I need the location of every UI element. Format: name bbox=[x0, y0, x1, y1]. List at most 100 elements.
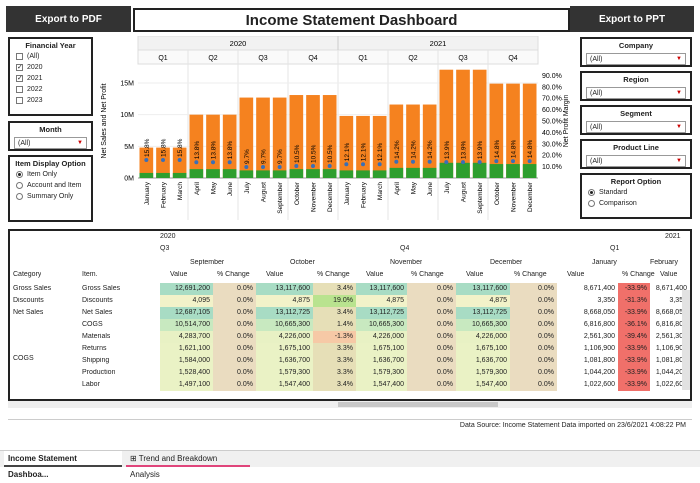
row-category: Gross Sales bbox=[13, 285, 52, 292]
segment-title: Segment bbox=[620, 109, 652, 118]
export-ppt-button[interactable]: Export to PPT bbox=[570, 6, 694, 32]
net-sales-bar bbox=[339, 115, 354, 178]
fy-option[interactable]: (All) bbox=[16, 51, 91, 61]
sheet-tabs: Income Statement Dashboa... ⊞ Trend and … bbox=[0, 450, 700, 479]
net-profit-bar bbox=[439, 162, 454, 178]
net-sales-bar bbox=[222, 114, 237, 178]
margin-data-label: 10.5% bbox=[294, 144, 301, 163]
report-option[interactable]: Standard bbox=[588, 187, 690, 197]
x-tick-label: November bbox=[311, 181, 318, 212]
radio-icon[interactable] bbox=[588, 199, 595, 207]
margin-data-label: 15.8% bbox=[144, 138, 151, 157]
radio-icon[interactable] bbox=[588, 188, 595, 196]
display-option-label: Item Only bbox=[27, 170, 57, 178]
net-profit-bar bbox=[239, 170, 254, 178]
net-profit-bar bbox=[172, 172, 187, 178]
x-tick-label: August bbox=[261, 182, 268, 202]
change-cell: -39.4% bbox=[618, 331, 650, 343]
month-dropdown[interactable]: (All) ▼ bbox=[14, 137, 87, 149]
margin-data-label: 13.8% bbox=[211, 141, 218, 160]
value-header: Value bbox=[567, 271, 585, 278]
value-cell: 10,665,300 bbox=[256, 319, 313, 331]
change-cell: 0.0% bbox=[213, 379, 256, 391]
value-header: Value bbox=[266, 271, 284, 278]
change-cell: -33.9% bbox=[618, 283, 650, 295]
product-line-dropdown[interactable]: (All) ▼ bbox=[586, 155, 686, 167]
value-cell: 13,117,600 bbox=[356, 283, 407, 295]
fy-option[interactable]: ✓ 2020 bbox=[16, 62, 91, 72]
value-cell: 4,226,000 bbox=[456, 331, 510, 343]
vertical-scrollbar[interactable] bbox=[682, 290, 690, 390]
margin-data-label: 10.5% bbox=[311, 144, 318, 163]
radio-icon[interactable] bbox=[16, 170, 23, 178]
month-header: February bbox=[650, 259, 679, 266]
change-cell: 0.0% bbox=[510, 295, 557, 307]
checkbox-checked-icon[interactable]: ✓ bbox=[16, 74, 23, 82]
change-cell: -33.9% bbox=[618, 355, 650, 367]
fy-option[interactable]: ✓ 2021 bbox=[16, 73, 91, 83]
margin-point bbox=[461, 160, 465, 165]
net-sales-bar bbox=[139, 147, 154, 178]
radio-icon[interactable] bbox=[16, 192, 23, 200]
radio-icon[interactable] bbox=[16, 181, 23, 189]
checkbox-icon[interactable] bbox=[16, 52, 23, 60]
y2-tick-label: 90.0% bbox=[542, 73, 562, 80]
row-item: Materials bbox=[82, 333, 111, 340]
value-cell: 1,022,600 bbox=[557, 379, 618, 391]
row-item: Returns bbox=[82, 345, 107, 352]
horizontal-scrollbar[interactable] bbox=[8, 401, 692, 408]
x-tick-label: January bbox=[144, 181, 151, 205]
change-cell: 0.0% bbox=[213, 283, 256, 295]
segment-dropdown[interactable]: (All) ▼ bbox=[586, 121, 686, 133]
fy-option[interactable]: 2022 bbox=[16, 84, 91, 94]
value-header: Value bbox=[366, 271, 384, 278]
display-option[interactable]: Account and Item bbox=[16, 180, 91, 190]
report-option-title: Report Option bbox=[610, 177, 662, 186]
change-header: % Change bbox=[622, 271, 655, 278]
margin-point bbox=[177, 157, 182, 162]
y2-axis-label: Net Profit Margin bbox=[563, 95, 570, 148]
margin-point bbox=[494, 159, 499, 164]
y-tick-label: 5M bbox=[124, 144, 134, 151]
margin-data-label: 14.2% bbox=[427, 140, 434, 159]
display-option[interactable]: Summary Only bbox=[16, 191, 91, 201]
tab-trend-breakdown[interactable]: ⊞ Trend and Breakdown Analysis bbox=[126, 451, 250, 479]
checkbox-icon[interactable] bbox=[16, 85, 23, 93]
value-cell: 10,665,300 bbox=[356, 319, 407, 331]
fy-option[interactable]: 2023 bbox=[16, 95, 91, 105]
y2-tick-label: 70.0% bbox=[542, 96, 562, 103]
margin-point bbox=[444, 160, 449, 165]
value-cell: 13,112,725 bbox=[356, 307, 407, 319]
net-profit-bar bbox=[339, 170, 354, 178]
report-option[interactable]: Comparison bbox=[588, 198, 690, 208]
margin-data-label: 12.1% bbox=[377, 143, 384, 162]
value-cell: 13,112,725 bbox=[256, 307, 313, 319]
month-value: (All) bbox=[18, 139, 31, 147]
net-sales-bar bbox=[356, 115, 370, 178]
x-tick-label: March bbox=[177, 182, 184, 200]
value-cell: 1,081,800 bbox=[650, 355, 690, 367]
row-item: Net Sales bbox=[82, 309, 113, 316]
margin-point bbox=[211, 160, 215, 165]
margin-data-label: 10.5% bbox=[327, 144, 334, 163]
change-cell: 0.0% bbox=[510, 379, 557, 391]
region-dropdown[interactable]: (All) ▼ bbox=[586, 87, 686, 99]
company-dropdown[interactable]: (All) ▼ bbox=[586, 53, 686, 65]
net-sales-bar bbox=[206, 114, 220, 178]
net-profit-bar bbox=[189, 169, 204, 178]
x-tick-label: February bbox=[361, 181, 368, 208]
display-option[interactable]: Item Only bbox=[16, 169, 91, 179]
row-item: COGS bbox=[82, 321, 103, 328]
checkbox-checked-icon[interactable]: ✓ bbox=[16, 63, 23, 71]
value-cell: 8,671,400 bbox=[557, 283, 618, 295]
checkbox-icon[interactable] bbox=[16, 96, 23, 104]
x-tick-label: September bbox=[277, 181, 284, 214]
tab-income-statement[interactable]: Income Statement Dashboa... bbox=[4, 451, 122, 479]
export-pdf-button[interactable]: Export to PDF bbox=[6, 6, 131, 32]
x-tick-label: June bbox=[227, 182, 234, 196]
value-cell: 13,117,600 bbox=[456, 283, 510, 295]
change-cell: -33.9% bbox=[618, 343, 650, 355]
company-title: Company bbox=[618, 41, 654, 50]
margin-data-label: 13.8% bbox=[194, 141, 201, 160]
value-cell: 6,816,800 bbox=[650, 319, 690, 331]
